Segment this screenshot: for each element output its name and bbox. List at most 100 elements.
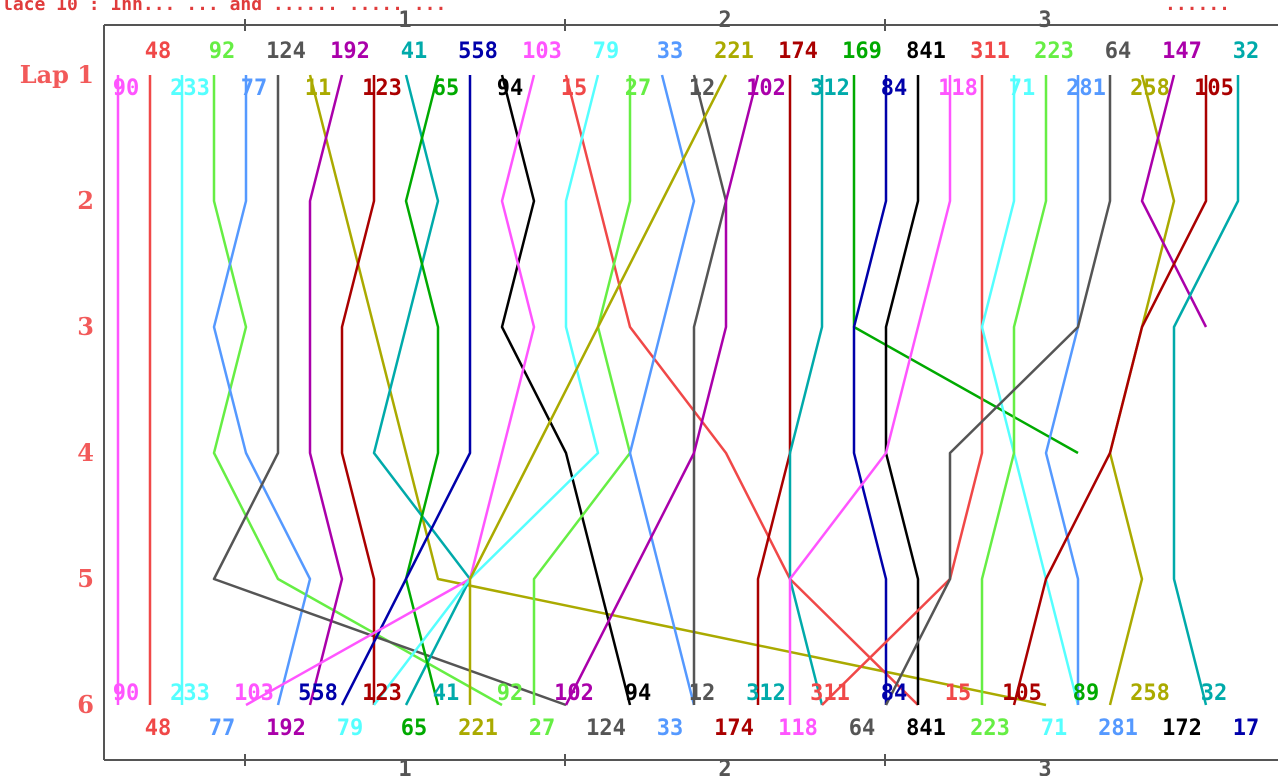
car-label-finish: 17 [1233, 716, 1260, 741]
series-line-312 [788, 75, 824, 706]
series-line-27 [532, 75, 632, 705]
chart-frame [103, 19, 1278, 766]
car-label-finish: 281 [1098, 716, 1138, 741]
position-lines [116, 74, 1240, 707]
car-label-start: 192 [330, 39, 370, 64]
x-tick-label-bottom: 3 [1038, 757, 1051, 776]
car-label-start: 102 [746, 76, 786, 101]
lap-label: 2 [77, 186, 94, 215]
car-label-finish: 223 [970, 716, 1010, 741]
series-line-32 [1172, 75, 1240, 706]
series-line-84 [852, 75, 888, 705]
series-line-192 [308, 74, 344, 706]
x-tick-label-top: 2 [718, 8, 731, 33]
car-label-start: 27 [625, 76, 652, 101]
car-label-start: 48 [145, 39, 172, 64]
car-label-finish: 71 [1041, 716, 1068, 741]
car-label-finish: 77 [209, 716, 236, 741]
car-label-start: 15 [561, 76, 588, 101]
car-label-finish: 102 [554, 681, 594, 706]
car-label-finish: 90 [113, 681, 140, 706]
series-line-64 [884, 75, 1112, 706]
series-line-147 [1140, 74, 1208, 328]
car-label-start: 84 [881, 76, 908, 101]
series-line-281 [1044, 75, 1080, 705]
x-tick-label-top: 3 [1038, 8, 1051, 33]
car-label-start: 124 [266, 39, 306, 64]
series-line-15 [564, 74, 919, 706]
car-label-finish: 12 [689, 681, 716, 706]
car-label-start: 33 [657, 39, 684, 64]
finish-labels: 90 233 103 558 123 41 92 102 94 12 312 311 84 15 105 89… [113, 681, 1260, 741]
series-line-102 [564, 74, 760, 706]
lap-label: 3 [77, 312, 94, 341]
series-line-558 [340, 75, 472, 706]
car-label-finish: 258 [1130, 681, 1170, 706]
car-label-start: 11 [305, 76, 332, 101]
car-label-start: 90 [113, 76, 140, 101]
series-line-12 [692, 74, 728, 705]
car-label-finish: 841 [906, 716, 946, 741]
car-label-start: 118 [938, 76, 978, 101]
car-label-finish: 33 [657, 716, 684, 741]
car-label-start: 103 [522, 39, 562, 64]
series-line-71 [980, 75, 1080, 706]
car-label-finish: 124 [586, 716, 626, 741]
lap-label: 4 [77, 438, 94, 467]
car-label-start: 12 [689, 76, 716, 101]
car-label-start: 92 [209, 39, 236, 64]
car-label-start: 841 [906, 39, 946, 64]
car-label-start: 258 [1130, 76, 1170, 101]
car-label-start: 64 [1105, 39, 1132, 64]
chart-title-right-fragment: ...... [1165, 0, 1230, 15]
car-label-start: 223 [1034, 39, 1074, 64]
car-label-finish: 172 [1162, 716, 1202, 741]
car-label-finish: 558 [298, 681, 338, 706]
series-line-841 [884, 75, 920, 705]
lap-label: Lap 1 [20, 60, 94, 89]
car-label-start: 77 [241, 76, 268, 101]
series-line-77 [212, 75, 312, 706]
x-tick-label-bottom: 2 [718, 757, 731, 776]
series-line-124 [212, 75, 567, 707]
x-tick-label-top: 1 [398, 8, 411, 33]
car-label-finish: 64 [849, 716, 876, 741]
car-label-finish: 79 [337, 716, 364, 741]
car-label-finish: 41 [433, 681, 460, 706]
car-label-start: 32 [1233, 39, 1260, 64]
car-label-finish: 174 [714, 716, 754, 741]
series-line-105 [1012, 75, 1208, 706]
car-label-start: 41 [401, 39, 428, 64]
car-label-finish: 312 [746, 681, 786, 706]
car-label-finish: 105 [1002, 681, 1042, 706]
series-line-103 [245, 74, 536, 707]
car-label-finish: 311 [810, 681, 850, 706]
series-line-92 [212, 75, 503, 707]
car-label-finish: 221 [458, 716, 498, 741]
series-line-33 [628, 74, 696, 706]
car-label-finish: 48 [145, 716, 172, 741]
car-label-finish: 27 [529, 716, 556, 741]
car-label-finish: 233 [170, 681, 210, 706]
car-label-start: 147 [1162, 39, 1202, 64]
car-label-finish: 32 [1201, 681, 1228, 706]
series-line-118 [788, 75, 952, 705]
series-line-94 [500, 74, 632, 706]
car-label-start: 311 [970, 39, 1010, 64]
car-label-start: 79 [593, 39, 620, 64]
start-labels: 48 92 124 192 41 558 103 79 33 221 174 169 841 311 223… [113, 39, 1260, 101]
series-line-123 [340, 75, 376, 705]
series-line-258 [1108, 74, 1176, 706]
car-label-start: 71 [1009, 76, 1036, 101]
car-label-start: 94 [497, 76, 524, 101]
series-line-221 [468, 74, 728, 705]
series-line-79 [373, 74, 600, 706]
car-label-start: 281 [1066, 76, 1106, 101]
chart-title-fragment: lace 10 : 1nn... ... and ...... ..... ..… [2, 0, 446, 15]
lap-label: 5 [77, 564, 94, 593]
car-label-finish: 15 [945, 681, 972, 706]
series-line-174 [756, 75, 792, 705]
car-label-start: 123 [362, 76, 402, 101]
